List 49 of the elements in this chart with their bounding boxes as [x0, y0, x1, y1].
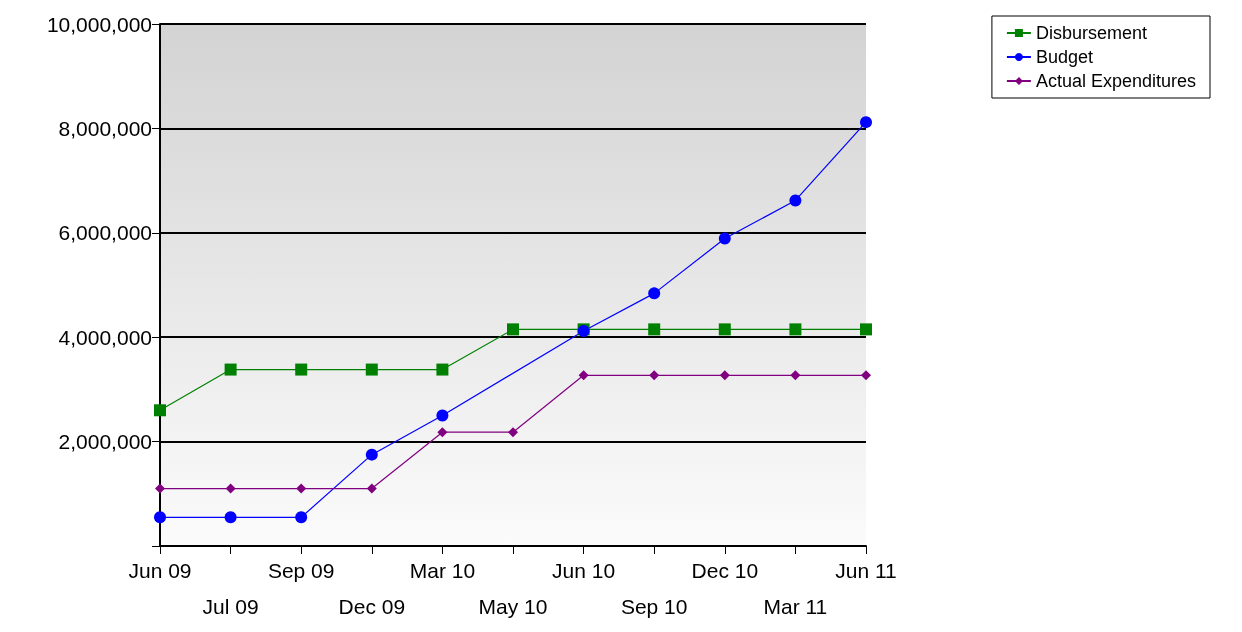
- point: [296, 483, 307, 494]
- x-tick-label: May 10: [478, 594, 548, 618]
- point: [648, 287, 661, 300]
- y-tick-label: 6,000,000: [58, 221, 152, 245]
- point: [860, 116, 872, 129]
- point: [789, 323, 802, 336]
- x-tick-label: Jul 09: [202, 594, 259, 618]
- point: [790, 370, 801, 381]
- x-tick-label: Mar 10: [409, 558, 476, 582]
- point: [649, 370, 660, 381]
- point: [508, 427, 518, 438]
- point: [436, 363, 449, 376]
- point: [154, 404, 166, 417]
- point: [295, 363, 308, 376]
- point: [861, 370, 871, 381]
- x-tick-label: Sep 09: [267, 558, 335, 582]
- y-tick-label: 8,000,000: [58, 116, 152, 140]
- point: [366, 483, 377, 494]
- point: [719, 370, 730, 381]
- point: [860, 323, 872, 336]
- point: [224, 363, 237, 376]
- point: [789, 194, 802, 207]
- point: [437, 427, 448, 438]
- point: [718, 323, 731, 336]
- point: [718, 232, 731, 245]
- point: [225, 483, 236, 494]
- point: [224, 511, 237, 524]
- x-tick-label: Jun 10: [552, 558, 616, 582]
- x-tick-label: Dec 09: [338, 594, 406, 618]
- point: [154, 511, 166, 524]
- x-tick-label: Sep 10: [620, 594, 688, 618]
- x-tick-label: Mar 11: [763, 594, 828, 618]
- x-tick-label: Jun 09: [128, 558, 192, 582]
- legend-label: Disbursement: [1035, 23, 1147, 43]
- legend-label: Budget: [1035, 47, 1093, 67]
- point: [507, 323, 519, 336]
- y-tick-label: 4,000,000: [58, 325, 152, 349]
- x-tick-label: Jun 11: [835, 558, 897, 582]
- point: [648, 323, 661, 336]
- y-tick-label: 2,000,000: [58, 430, 152, 454]
- point: [155, 483, 165, 494]
- y-tick-label: 10,000,000: [46, 12, 152, 36]
- point: [365, 363, 378, 376]
- point: [436, 409, 449, 422]
- point: [578, 370, 589, 381]
- point: [295, 511, 308, 524]
- x-tick-label: Dec 10: [691, 558, 759, 582]
- point: [365, 448, 378, 461]
- legend-label: Actual Expenditures: [1035, 71, 1196, 91]
